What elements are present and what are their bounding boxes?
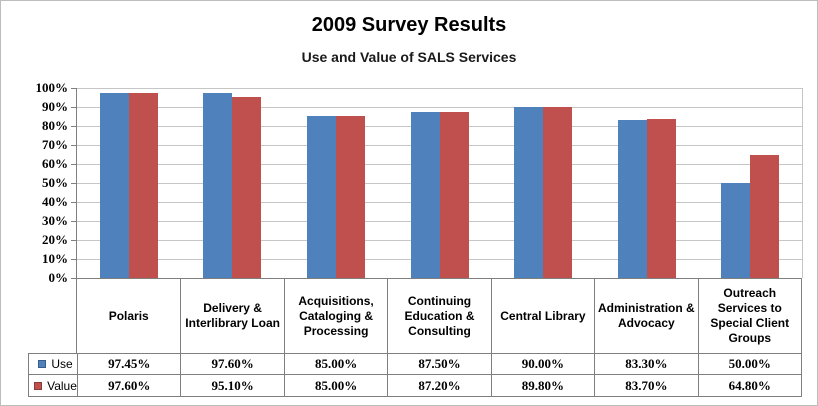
- bar-value-0: [128, 93, 158, 278]
- y-tick-label: 60%: [42, 156, 68, 171]
- bar-value-6: [750, 155, 780, 278]
- bar-value-5: [646, 119, 676, 278]
- y-tick-mark: [71, 107, 76, 108]
- bar-value-3: [439, 112, 469, 278]
- y-tick-mark: [71, 126, 76, 127]
- value-cell: 85.00%: [283, 354, 387, 374]
- bar-use-0: [99, 93, 129, 278]
- bar-use-1: [203, 93, 233, 278]
- bar-value-1: [232, 97, 262, 278]
- bar-use-5: [617, 120, 647, 278]
- y-tick-label: 100%: [35, 80, 69, 95]
- category-header-cell: Delivery & Interlibrary Loan: [180, 279, 283, 353]
- bar-use-6: [721, 183, 751, 278]
- value-cell: 87.20%: [387, 375, 490, 396]
- table-header-row: Polaris Delivery & Interlibrary Loan Acqui…: [76, 278, 802, 354]
- legend-label: Value: [47, 378, 77, 393]
- chart-title: 2009 Survey Results: [311, 14, 507, 36]
- value-cell: 97.60%: [77, 375, 180, 396]
- y-tick-label: 70%: [42, 137, 68, 152]
- value-cell: 50.00%: [697, 354, 801, 374]
- chart-subtitle: Use and Value of SALS Services: [301, 49, 517, 65]
- category-header-cell: Polaris: [108, 308, 149, 323]
- y-tick-mark: [71, 164, 76, 165]
- y-tick-mark: [71, 145, 76, 146]
- y-tick-label: 50%: [42, 175, 68, 190]
- y-tick-label: 20%: [42, 232, 68, 247]
- value-cell: 97.45%: [77, 354, 180, 374]
- bar-use-4: [514, 107, 544, 278]
- value-cell: 90.00%: [490, 354, 594, 374]
- table-row-use: Use 97.45% 97.60% 85.00% 87.50% 90.00% 83.30% 5…: [28, 353, 802, 375]
- value-cell: 83.70%: [594, 375, 697, 396]
- value-cell: 89.80%: [490, 375, 594, 396]
- y-tick-mark: [71, 221, 76, 222]
- y-tick-mark: [71, 259, 76, 260]
- category-header-cell: Outreach Services to Special Client Grou…: [697, 279, 801, 353]
- value-cell: 85.00%: [283, 375, 387, 396]
- y-tick-label: 90%: [42, 99, 68, 114]
- table-row-value: Value 97.60% 95.10% 85.00% 87.20% 89.80% 83.70…: [28, 374, 802, 397]
- y-tick-label: 80%: [42, 118, 68, 133]
- plot-area: [76, 88, 803, 278]
- value-cell: 64.80%: [697, 375, 801, 396]
- value-cell: 87.50%: [387, 354, 490, 374]
- y-tick-mark: [71, 88, 76, 89]
- gridline: [77, 107, 802, 108]
- category-header-cell: Central Library: [490, 279, 594, 353]
- bar-value-2: [335, 116, 365, 278]
- legend-swatch-use-icon: [38, 360, 47, 368]
- y-tick-label: 30%: [42, 213, 68, 228]
- y-tick-mark: [71, 240, 76, 241]
- y-tick-mark: [71, 278, 76, 279]
- category-header-cell: Acquisitions, Cataloging & Processing: [283, 279, 387, 353]
- legend-cell-value: Value: [29, 375, 77, 396]
- category-header-cell: Continuing Education & Consulting: [387, 279, 490, 353]
- value-cell: 97.60%: [180, 354, 283, 374]
- legend-swatch-value-icon: [34, 381, 43, 390]
- y-tick-label: 40%: [42, 194, 68, 209]
- legend-label: Use: [51, 357, 73, 371]
- category-header-cell: Administration & Advocacy: [594, 279, 697, 353]
- y-tick-label: 0%: [48, 270, 69, 285]
- y-tick-mark: [71, 183, 76, 184]
- bar-use-2: [306, 116, 336, 278]
- value-cell: 95.10%: [180, 375, 283, 396]
- y-tick-mark: [71, 202, 76, 203]
- value-cell: 83.30%: [594, 354, 697, 374]
- legend-cell-use: Use: [29, 354, 77, 374]
- gridline: [77, 88, 802, 89]
- bar-use-3: [410, 112, 440, 278]
- y-tick-label: 10%: [42, 251, 68, 266]
- bar-value-4: [543, 107, 573, 278]
